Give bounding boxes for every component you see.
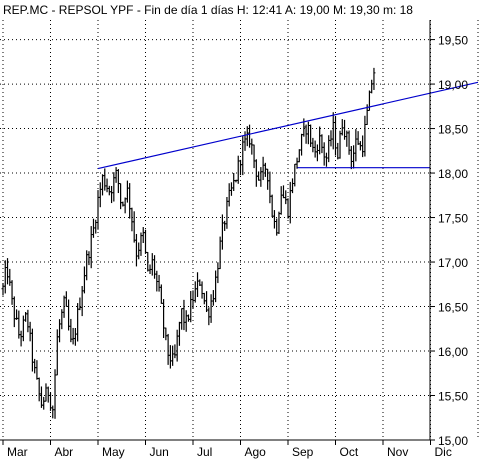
y-tick-label: 16,50 <box>438 301 468 315</box>
chart-title: REP.MC - REPSOL YPF - Fin de día 1 días … <box>3 3 413 17</box>
x-tick-label: Nov <box>387 445 408 459</box>
header-bar: REP.MC - REPSOL YPF - Fin de día 1 días … <box>0 0 481 20</box>
y-tick-label: 19,00 <box>438 78 468 92</box>
trendline <box>97 81 479 170</box>
x-tick-label: Jun <box>150 445 169 459</box>
y-tick-label: 17,50 <box>438 212 468 226</box>
y-tick-label: 15,00 <box>438 434 468 448</box>
y-tick-label: 18,00 <box>438 167 468 181</box>
drawn-lines <box>97 81 479 170</box>
x-axis-labels: Mar Abr May Jun Jul Ago Sep Oct Nov Dic <box>7 445 452 459</box>
y-tick-label: 19,50 <box>438 34 468 48</box>
ohlc-bars <box>1 67 376 419</box>
plot-frame <box>0 20 431 441</box>
x-tick-label: Mar <box>7 445 28 459</box>
grid-lines <box>0 20 479 445</box>
y-axis-labels: 15,00 15,50 16,00 16,50 17,00 17,50 18,00 18,50… <box>438 34 468 448</box>
y-tick-label: 16,00 <box>438 345 468 359</box>
x-tick-label: Jul <box>197 445 212 459</box>
y-tick-label: 17,00 <box>438 256 468 270</box>
x-tick-label: Abr <box>55 445 74 459</box>
y-tick-label: 18,50 <box>438 123 468 137</box>
x-tick-label: May <box>102 445 125 459</box>
y-tick-label: 15,50 <box>438 390 468 404</box>
x-tick-label: Oct <box>340 445 359 459</box>
x-tick-label: Sep <box>292 445 314 459</box>
x-tick-label: Ago <box>245 445 267 459</box>
x-tick-label: Dic <box>435 445 452 459</box>
